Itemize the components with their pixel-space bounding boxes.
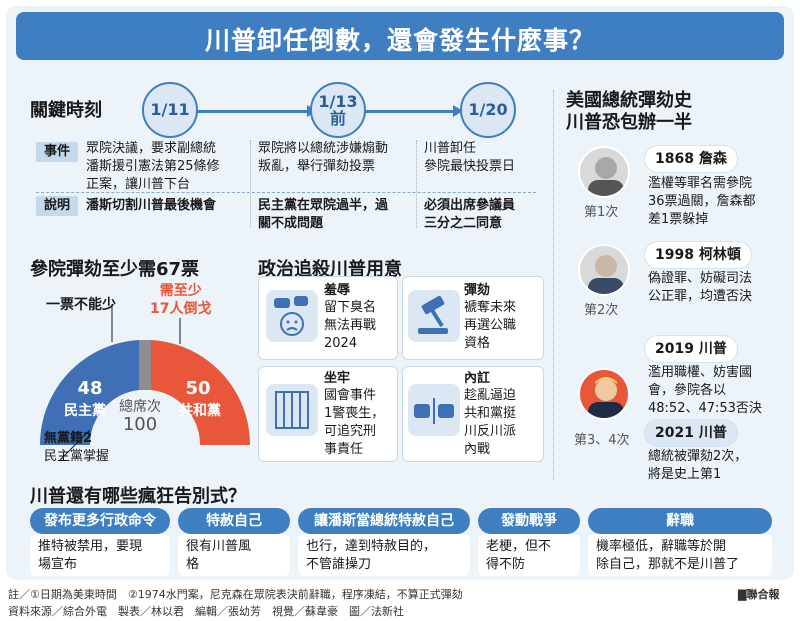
rep-count: 50 — [185, 378, 211, 399]
credits: 資料來源／綜合外電 製表／林以君 編輯／張幼芳 視覺／蘇韋豪 圖／法新社 — [8, 605, 404, 618]
timeline-arrow-2 — [362, 105, 463, 117]
indep-pointer — [59, 429, 91, 461]
event-text-3: 川普卸任 參院最快投票日 — [424, 141, 516, 174]
motive-title: 內訌 — [464, 371, 491, 386]
history-count: 第1次 — [584, 205, 619, 220]
col-divider — [250, 140, 251, 228]
page-title: 川普卸任倒數，還會發生什麼事？ — [204, 26, 595, 55]
trick-body: 也行，達到特赦目的， 不管誰操刀 — [298, 534, 470, 576]
timeline-arrow-1 — [196, 105, 317, 117]
history-body: 總統被彈劾2次， 將是史上第1 — [648, 449, 748, 482]
motives-heading: 政治追殺川普用意 — [258, 259, 402, 280]
history-label: 1868 詹森 — [645, 146, 737, 172]
history-label: 2021 川普 — [645, 420, 737, 446]
speech-sad-face-icon — [266, 290, 318, 342]
title-banner: 川普卸任倒數，還會發生什麼事？ — [16, 12, 784, 60]
history-count: 第3、4次 — [574, 433, 630, 448]
trick-title: 讓潘斯當總統特赦自己 — [298, 508, 470, 534]
trick-body: 很有川普風 格 — [178, 534, 290, 576]
motive-title: 彈劾 — [464, 283, 491, 298]
dem-label: 民主黨 — [64, 403, 106, 419]
motive-body: 趁亂逼迫 共和黨挺 川反川派 內戰 — [464, 388, 517, 457]
motive-title: 羞辱 — [324, 283, 351, 298]
trick-body: 機率極低，辭職等於開 除自己，那就不是川普了 — [588, 534, 772, 576]
date-circle-1: 1/11 — [142, 82, 198, 138]
motive-body: 留下臭名 無法再戰 2024 — [324, 300, 377, 351]
history-body: 濫用職權、妨害國 會，參院各以 48:52、47:53否決 — [648, 365, 762, 416]
history-label: 1998 柯林頓 — [645, 242, 751, 268]
history-body: 偽證罪、妨礙司法 公正罪，均遭否決 — [648, 271, 753, 304]
trick-body: 老梗，但不 得不防 — [478, 534, 580, 576]
trick-body: 推特被禁用，要現 場宣布 — [30, 534, 170, 576]
date-label: 1/11 — [150, 100, 190, 119]
col-divider — [416, 140, 417, 228]
gavel-icon — [408, 290, 460, 342]
note-text-2: 民主黨在眾院過半，過 關不成問題 — [258, 198, 389, 231]
indep-note: 民主黨掌握 — [44, 449, 110, 464]
footnote: 註／①日期為美東時間 ②1974水門案，尼克森在眾院表決前辭職，程序凍結，不算正… — [8, 588, 463, 601]
dem-seat-arc — [39, 340, 139, 445]
date-circle-3: 1/20 — [460, 82, 516, 138]
history-count: 第2次 — [584, 303, 619, 318]
history-label: 2019 川普 — [645, 336, 737, 362]
motive-title: 坐牢 — [324, 371, 351, 386]
event-tag: 事件 — [36, 142, 78, 162]
jail-cell-icon — [266, 384, 318, 436]
johnson-portrait — [578, 146, 630, 198]
senate-chart — [39, 304, 251, 461]
motive-body: 國會事件 1警喪生， 可追究刑 事責任 — [324, 388, 385, 457]
need-label: 需至少 17人倒戈 — [150, 283, 212, 317]
tricks-heading: 川普還有哪些瘋狂告別式？ — [30, 486, 246, 507]
fist-clash-icon — [408, 384, 460, 436]
senate-heading: 參院彈劾至少需67票 — [30, 259, 200, 280]
history-body: 濫權等罪名需參院 36票過關，詹森都 差1票躲掉 — [648, 176, 756, 227]
one-vote-label: 一票不能少 — [46, 297, 116, 313]
trump-portrait — [578, 368, 630, 420]
trick-title: 發動戰爭 — [478, 508, 580, 534]
event-text-2: 眾院將以總統涉嫌煽動 叛亂，舉行彈劾投票 — [258, 141, 389, 174]
note-text-3: 必須出席參議員 三分之二同意 — [424, 198, 516, 231]
dem-count: 48 — [77, 378, 103, 399]
indep-seat-arc — [139, 340, 151, 390]
rep-seat-arc — [151, 340, 251, 445]
rep-label: 共和黨 — [179, 403, 221, 419]
motive-body: 褫奪未來 再選公職 資格 — [464, 300, 517, 351]
section-divider — [553, 90, 554, 480]
clinton-portrait — [578, 244, 630, 296]
trick-title: 發布更多行政命令 — [30, 508, 170, 534]
note-text-1: 潘斯切割川普最後機會 — [86, 198, 217, 213]
date-circle-2: 1/13 前 — [310, 82, 366, 138]
total-label: 總席次 — [119, 399, 161, 415]
indep-label: 無黨籍2 — [44, 431, 93, 446]
history-heading: 美國總統彈劾史 川普恐包辦一半 — [566, 90, 692, 133]
trick-title: 特赦自己 — [178, 508, 290, 534]
note-tag: 說明 — [36, 196, 78, 216]
total-count: 100 — [122, 414, 158, 435]
date-label: 1/13 前 — [318, 92, 358, 128]
trick-title: 辭職 — [588, 508, 772, 534]
date-label: 1/20 — [468, 100, 508, 119]
event-text-1: 眾院決議，要求副總統 潘斯援引憲法第25條修 正案，讓川普下台 — [86, 141, 220, 192]
brand-logo: ▇聯合報 — [738, 588, 780, 601]
timeline-divider — [36, 192, 536, 193]
infographic-frame — [6, 6, 794, 580]
timeline-heading: 關鍵時刻 — [30, 100, 102, 121]
